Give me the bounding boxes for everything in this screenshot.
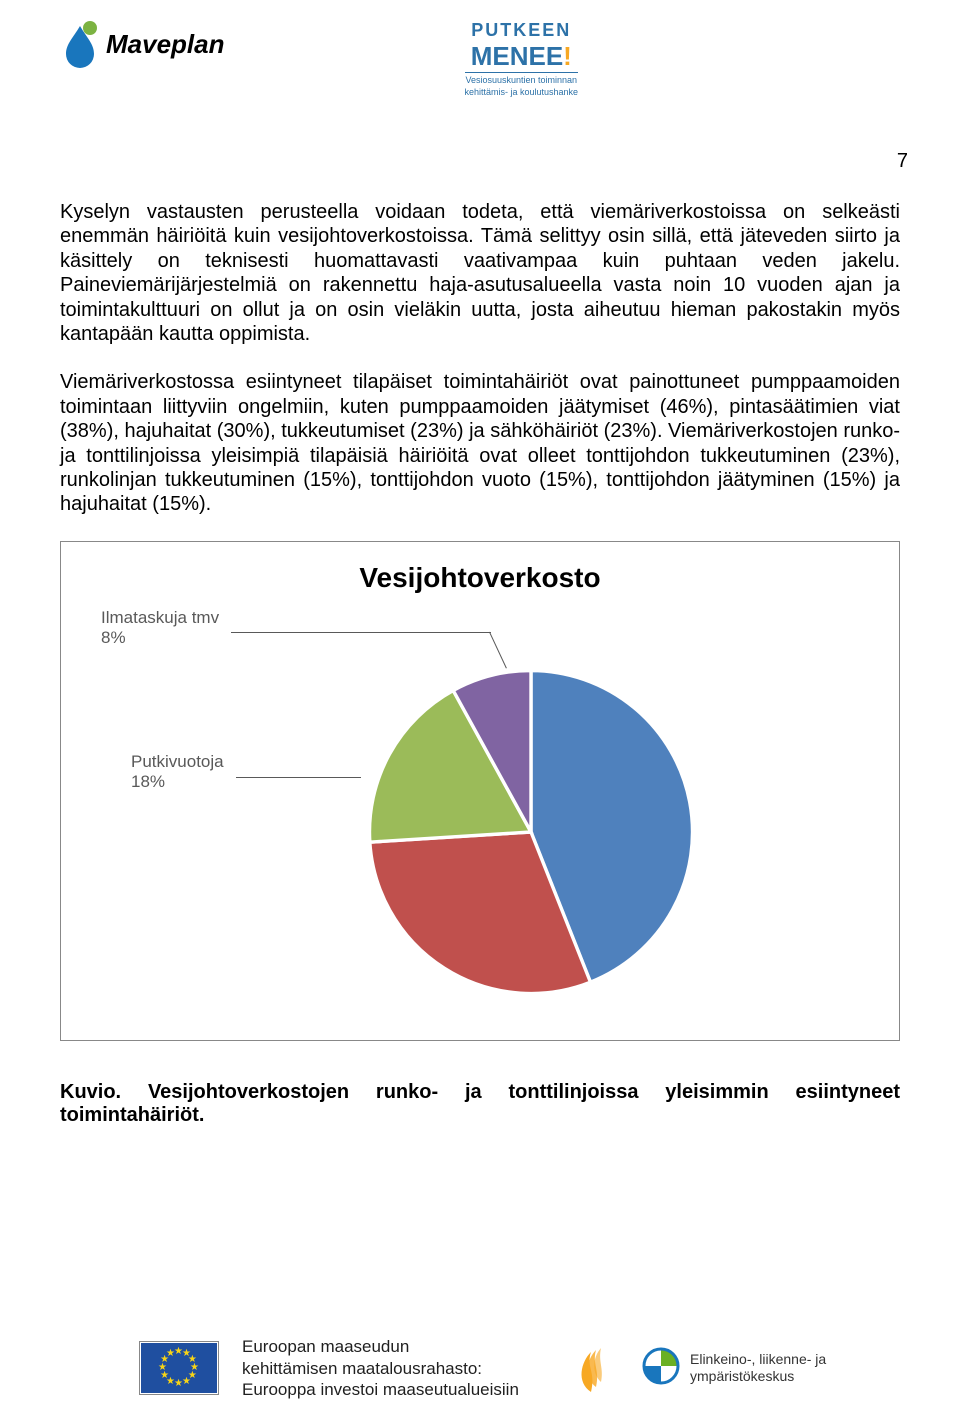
- putkeen-sub1: Vesiosuuskuntien toiminnan: [465, 72, 579, 85]
- leader-line: [236, 777, 361, 778]
- page: Maveplan PUTKEEN MENEE! Vesiosuuskuntien…: [0, 0, 960, 1424]
- eu-star-icon: ★: [166, 1348, 175, 1359]
- footer-line1: Euroopan maaseudun: [242, 1337, 409, 1356]
- chart-caption: Kuvio. Vesijohtoverkostojen runko- ja to…: [60, 1081, 900, 1127]
- slice-percent-text: 8%: [101, 628, 126, 647]
- ely-icon: [640, 1345, 682, 1392]
- putkeen-bang: !: [563, 41, 572, 71]
- paragraph-1: Kyselyn vastausten perusteella voidaan t…: [60, 200, 900, 346]
- droplet-icon: [60, 20, 100, 68]
- slice-label-ilmataskuja: Ilmataskuja tmv 8%: [101, 608, 241, 649]
- footer-line3: Eurooppa investoi maaseutualueisiin: [242, 1380, 519, 1399]
- header: Maveplan PUTKEEN MENEE! Vesiosuuskuntien…: [60, 20, 920, 130]
- eu-flag-icon: ★★★★★★★★★★★★: [140, 1342, 218, 1394]
- content: Kyselyn vastausten perusteella voidaan t…: [60, 200, 900, 1127]
- eu-star-icon: ★: [174, 1378, 183, 1389]
- putkeen-line1: PUTKEEN: [465, 20, 579, 41]
- swirl-icon: [566, 1342, 616, 1394]
- ely-text: Elinkeino-, liikenne- ja ympäristökeskus: [690, 1351, 826, 1385]
- footer-line2: kehittämisen maatalousrahasto:: [242, 1359, 482, 1378]
- putkeen-line2-text: MENEE: [471, 41, 563, 71]
- ely-logo: Elinkeino-, liikenne- ja ympäristökeskus: [640, 1345, 826, 1392]
- putkeen-line2: MENEE!: [465, 41, 579, 72]
- slice-percent-text: 18%: [131, 772, 165, 791]
- caption-bold: Kuvio. Vesijohtoverkostojen runko- ja to…: [60, 1081, 900, 1126]
- maveplan-logo-text: Maveplan: [106, 29, 225, 60]
- putkeen-logo: PUTKEEN MENEE! Vesiosuuskuntien toiminna…: [465, 20, 579, 97]
- ely-line1: Elinkeino-, liikenne- ja: [690, 1351, 826, 1367]
- putkeen-sub2: kehittämis- ja koulutushanke: [465, 85, 579, 97]
- leader-line: [231, 632, 491, 633]
- eu-star-icon: ★: [182, 1376, 191, 1387]
- footer: ★★★★★★★★★★★★ Euroopan maaseudun kehittäm…: [140, 1336, 960, 1400]
- chart-title: Vesijohtoverkosto: [61, 562, 899, 594]
- footer-eu-text: Euroopan maaseudun kehittämisen maatalou…: [242, 1336, 542, 1400]
- paragraph-2: Viemäriverkostossa esiintyneet tilapäise…: [60, 370, 900, 516]
- page-number: 7: [897, 150, 908, 173]
- pie-chart-box: Vesijohtoverkosto Ilmataskuja tmv 8% Put…: [60, 541, 900, 1041]
- slice-label-putkivuotoja: Putkivuotoja 18%: [131, 752, 241, 793]
- pie-chart: [361, 662, 701, 1002]
- maveplan-logo: Maveplan: [60, 20, 225, 68]
- ely-line2: ympäristökeskus: [690, 1368, 794, 1384]
- slice-label-text: Ilmataskuja tmv: [101, 608, 219, 627]
- slice-label-text: Putkivuotoja: [131, 752, 224, 771]
